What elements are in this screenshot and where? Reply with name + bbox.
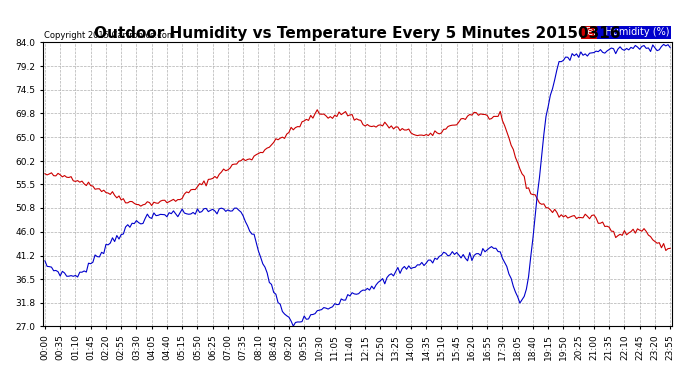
- Title: Outdoor Humidity vs Temperature Every 5 Minutes 20150316: Outdoor Humidity vs Temperature Every 5 …: [95, 26, 621, 41]
- Text: Temperature (°F): Temperature (°F): [583, 27, 666, 38]
- Text: Humidity (%): Humidity (%): [599, 27, 669, 38]
- Text: Copyright 2015 Cartronics.com: Copyright 2015 Cartronics.com: [44, 31, 175, 40]
